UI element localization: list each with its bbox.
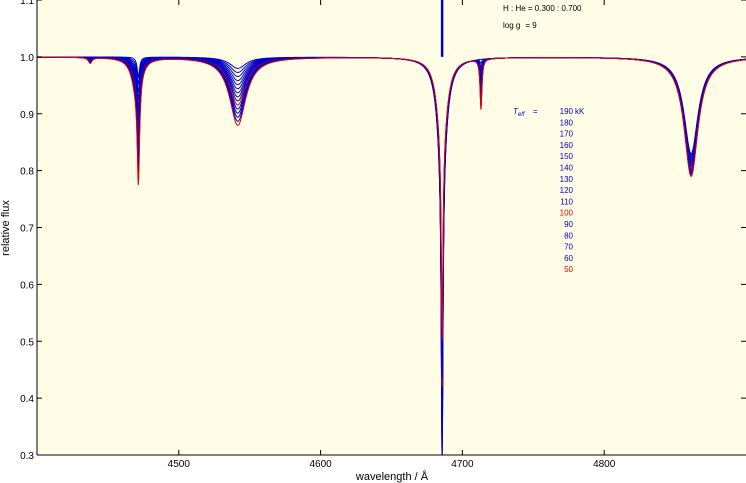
spectrum-line-50 xyxy=(37,56,746,341)
legend-entry-50: 50 xyxy=(564,265,573,274)
composition-label: H : He = 0.300 : 0.700 xyxy=(503,4,582,13)
y-tick-label: 0.5 xyxy=(20,337,34,348)
legend-entry-90: 90 xyxy=(564,220,573,229)
legend-entry-150: 150 xyxy=(560,152,574,161)
y-axis-ticks: 0.3 0.4 0.5 0.6 0.7 0.8 0.9 1.0 1.1 xyxy=(20,0,746,462)
legend-entry-120: 120 xyxy=(560,186,574,195)
legend-entry-130: 130 xyxy=(560,175,574,184)
x-tick-label: 4500 xyxy=(168,459,191,470)
teff-symbol: T xyxy=(513,107,519,116)
x-axis-title: wavelength / Å xyxy=(355,470,429,483)
y-tick-label: 0.3 xyxy=(20,451,34,462)
spectrum-curves xyxy=(36,0,746,456)
legend-entry-180: 180 xyxy=(560,118,574,127)
y-tick-label: 1.0 xyxy=(20,53,34,64)
y-tick-label: 0.6 xyxy=(20,280,34,291)
teff-legend: 190 180 170 160 150 140 130 120 110 100 90 80 70 60 50 xyxy=(560,107,574,274)
teff-equals: = xyxy=(533,107,538,116)
x-tick-label: 4600 xyxy=(309,459,332,470)
y-tick-label: 0.4 xyxy=(20,394,34,405)
y-tick-label: 1.1 xyxy=(20,0,34,7)
y-axis-title: relative flux xyxy=(0,200,12,256)
legend-entry-60: 60 xyxy=(564,254,573,263)
logg-text: log g xyxy=(503,21,520,30)
logg-label: log g = 9 xyxy=(503,21,537,30)
legend-entry-70: 70 xyxy=(564,243,573,252)
teff-unit: kK xyxy=(575,107,585,116)
teff-subscript: eff xyxy=(518,112,526,118)
logg-value: = 9 xyxy=(525,21,537,30)
legend-entry-170: 170 xyxy=(560,130,574,139)
y-tick-label: 0.9 xyxy=(20,110,34,121)
x-axis-ticks: 4500 4600 4700 4800 xyxy=(168,0,616,470)
legend-entry-80: 80 xyxy=(564,231,573,240)
legend-entry-190: 190 xyxy=(560,107,574,116)
x-tick-label: 4700 xyxy=(451,459,474,470)
legend-entry-110: 110 xyxy=(560,197,573,206)
x-tick-label: 4800 xyxy=(593,459,616,470)
plot-background xyxy=(37,0,746,455)
legend-entry-100: 100 xyxy=(560,209,574,218)
legend-entry-140: 140 xyxy=(560,164,574,173)
y-tick-label: 0.7 xyxy=(20,224,34,235)
teff-label: Teff xyxy=(513,107,526,118)
legend-entry-160: 160 xyxy=(560,141,574,150)
y-tick-label: 0.8 xyxy=(20,167,34,178)
